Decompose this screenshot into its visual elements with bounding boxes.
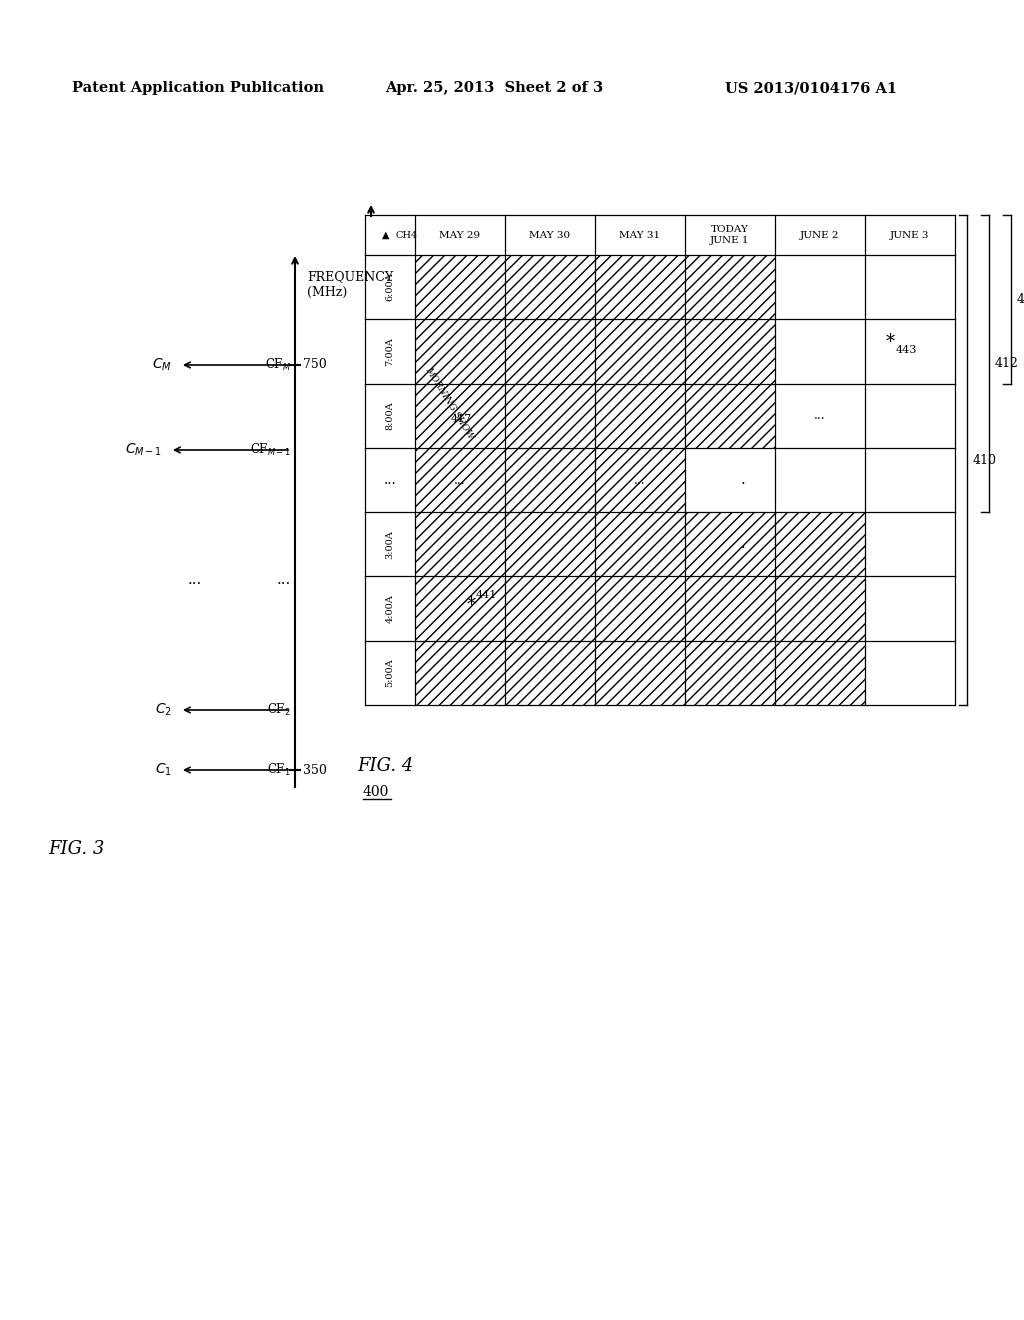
Text: 400: 400 [362, 785, 389, 799]
Text: 7:00A: 7:00A [385, 337, 394, 366]
Text: 417: 417 [452, 414, 472, 424]
Text: *: * [886, 333, 895, 351]
Text: JUNE 3: JUNE 3 [890, 231, 930, 239]
Text: Patent Application Publication: Patent Application Publication [72, 81, 324, 95]
Bar [685, 255, 775, 447]
Text: ...: ... [276, 573, 291, 587]
Text: ...: ... [384, 473, 396, 487]
Text: ...: ... [187, 573, 202, 587]
Text: 410: 410 [973, 454, 997, 466]
Text: 4:00A: 4:00A [385, 594, 394, 623]
Text: 350: 350 [303, 763, 327, 776]
Text: JUNE 2: JUNE 2 [800, 231, 840, 239]
Text: FIG. 4: FIG. 4 [357, 756, 414, 775]
Text: ▲: ▲ [382, 231, 390, 239]
Text: MAY 30: MAY 30 [529, 231, 570, 239]
Text: ...: ... [455, 474, 466, 487]
Text: MAY 31: MAY 31 [620, 231, 660, 239]
Text: 6:00A: 6:00A [385, 273, 394, 301]
Text: CH4: CH4 [396, 231, 418, 239]
Bar [685, 512, 775, 705]
Text: MORNING SHOW: MORNING SHOW [423, 366, 475, 441]
Text: TODAY
JUNE 1: TODAY JUNE 1 [711, 226, 750, 244]
Text: 5:00A: 5:00A [385, 659, 394, 688]
Text: 412: 412 [995, 358, 1019, 370]
Text: ...: ... [634, 474, 646, 487]
Text: US 2013/0104176 A1: US 2013/0104176 A1 [725, 81, 897, 95]
Text: MAY 29: MAY 29 [439, 231, 480, 239]
Text: CF$_1$: CF$_1$ [267, 762, 291, 777]
Bar [595, 255, 685, 705]
Text: Apr. 25, 2013  Sheet 2 of 3: Apr. 25, 2013 Sheet 2 of 3 [385, 81, 603, 95]
Text: $C_2$: $C_2$ [155, 702, 172, 718]
Bar [415, 255, 505, 705]
Text: *: * [466, 597, 475, 614]
Bar [505, 255, 595, 705]
Text: 3:00A: 3:00A [385, 529, 394, 558]
Text: CF$_{M-1}$: CF$_{M-1}$ [250, 442, 291, 458]
Text: $C_{M-1}$: $C_{M-1}$ [125, 442, 162, 458]
Text: FREQUENCY
(MHz): FREQUENCY (MHz) [307, 271, 393, 300]
Text: $C_1$: $C_1$ [155, 762, 172, 779]
Text: 8:00A: 8:00A [385, 401, 394, 430]
Text: FIG. 3: FIG. 3 [48, 840, 104, 858]
Text: 441: 441 [476, 590, 498, 601]
Text: .: . [741, 473, 745, 487]
Text: CF$_M$: CF$_M$ [265, 356, 291, 374]
Text: 750: 750 [303, 359, 327, 371]
Text: ...: ... [814, 409, 825, 422]
Text: .: . [741, 537, 745, 552]
Text: 414: 414 [1017, 293, 1024, 306]
Text: $C_M$: $C_M$ [153, 356, 172, 374]
Text: CF$_2$: CF$_2$ [267, 702, 291, 718]
Text: 443: 443 [895, 345, 916, 355]
Bar [775, 512, 865, 705]
